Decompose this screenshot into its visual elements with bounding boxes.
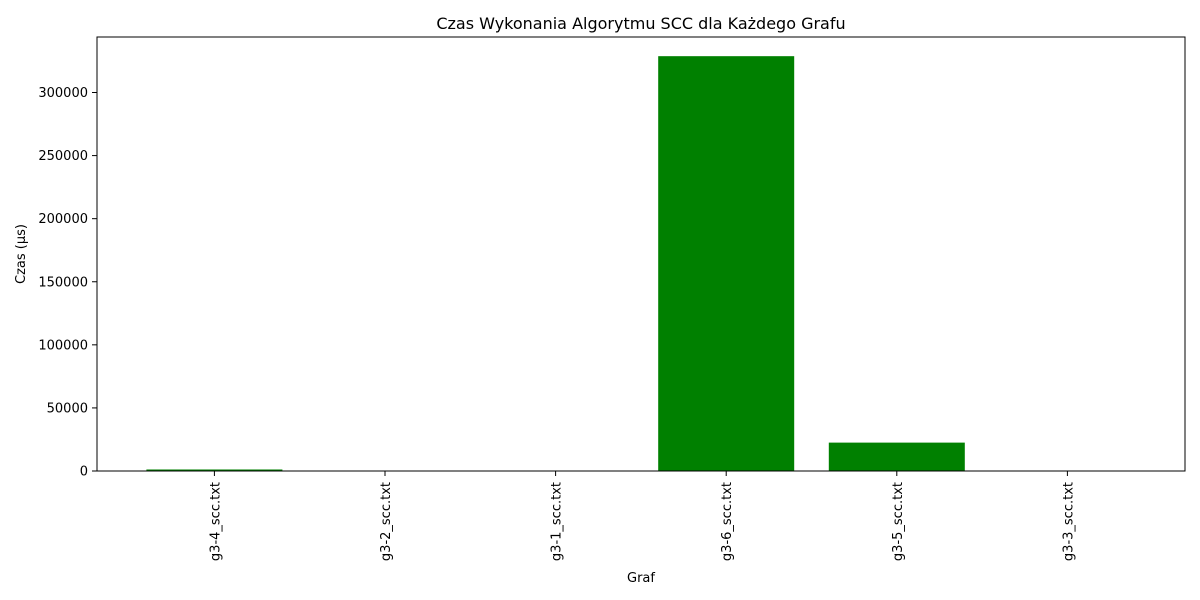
y-tick-label: 50000 <box>47 401 88 416</box>
x-axis-label: Graf <box>627 571 655 586</box>
bar-g3-4_scc.txt <box>146 469 283 471</box>
x-tick-label: g3-4_scc.txt <box>208 482 223 561</box>
y-axis-label: Czas (µs) <box>14 224 29 284</box>
y-axis: 0 50000 100000 150000 200000 250000 300000 <box>38 86 97 480</box>
y-tick-label: 100000 <box>38 338 88 353</box>
x-tick-label: g3-3_scc.txt <box>1061 482 1076 561</box>
plot-frame <box>96 36 1186 472</box>
x-tick-label: g3-2_scc.txt <box>379 482 394 561</box>
x-tick-label: g3-6_scc.txt <box>720 482 735 561</box>
x-tick-label: g3-5_scc.txt <box>891 482 906 561</box>
y-tick-label: 200000 <box>38 212 88 227</box>
y-tick-label: 0 <box>80 465 88 480</box>
bars-group <box>146 56 1136 471</box>
x-tick-label: g3-1_scc.txt <box>550 482 565 561</box>
x-axis: g3-4_scc.txt g3-2_scc.txt g3-1_scc.txt g3-6… <box>208 471 1076 561</box>
y-tick-label: 250000 <box>38 149 88 164</box>
bar-g3-5_scc.txt <box>828 442 965 471</box>
y-tick-label: 300000 <box>38 86 88 101</box>
bar-g3-6_scc.txt <box>658 56 795 471</box>
chart-title: Czas Wykonania Algorytmu SCC dla Każdego… <box>436 14 845 33</box>
y-tick-label: 150000 <box>38 275 88 290</box>
